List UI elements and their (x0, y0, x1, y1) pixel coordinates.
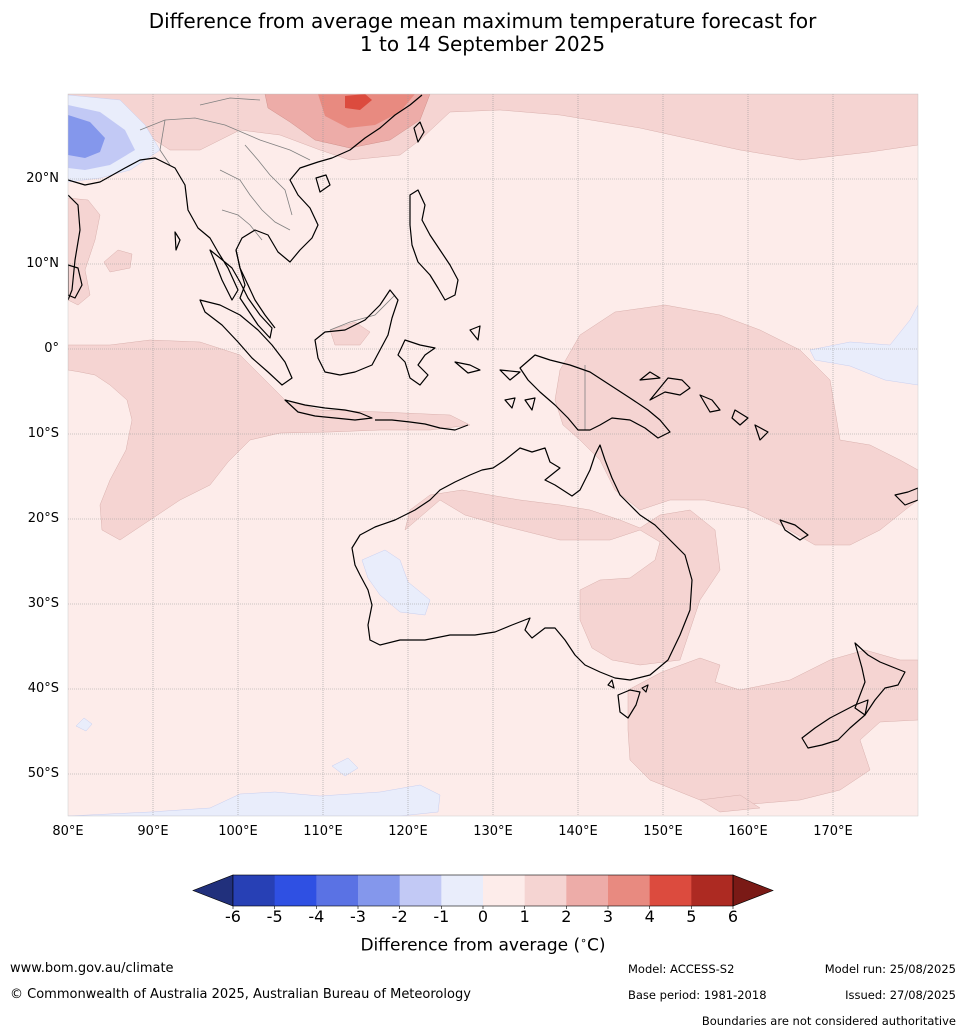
colorbar-label: Difference from average (∘C) (360, 934, 606, 956)
graticule (68, 94, 918, 816)
colorbar-tick-label: 5 (686, 907, 697, 926)
boundary-disclaimer: Boundaries are not considered authoritat… (701, 1014, 956, 1028)
country-boundaries (139, 97, 586, 430)
colorbar-tick-label: -6 (225, 907, 241, 926)
lat-label-0: 0° (44, 341, 59, 356)
colorbar-tick-label: 2 (561, 907, 572, 926)
colorbar-tick-label: 6 (727, 907, 739, 926)
lat-label-50s: 50°S (27, 766, 59, 781)
lat-label-10n: 10°N (26, 256, 59, 271)
lon-label-140e: 140°E (558, 824, 598, 839)
map-title: Difference from average mean maximum tem… (0, 10, 965, 56)
lat-label-20n: 20°N (26, 171, 59, 186)
colorbar-tick-label: -1 (433, 907, 450, 926)
lon-label-120e: 120°E (388, 824, 428, 839)
colorbar-tick-label: 1 (519, 907, 530, 926)
colorbar-tick-label: -3 (350, 907, 366, 926)
lon-label-160e: 160°E (728, 824, 768, 839)
copyright-text: © Commonwealth of Australia 2025, Austra… (10, 987, 471, 1002)
lon-label-100e: 100°E (218, 824, 258, 839)
anomaly-plus4-5-regions (345, 94, 372, 110)
lon-label-170e: 170°E (813, 824, 853, 839)
anomaly-minus2-3-regions (68, 115, 105, 158)
lon-label-150e: 150°E (643, 824, 683, 839)
colorbar-tick-label: 4 (644, 907, 655, 926)
issued-date: Issued: 27/08/2025 (845, 988, 956, 1002)
lat-label-40s: 40°S (27, 681, 59, 696)
base-period: Base period: 1981-2018 (628, 988, 767, 1002)
lat-label-20s: 20°S (27, 511, 59, 526)
lon-label-110e: 110°E (303, 824, 343, 839)
map-frame (67, 93, 919, 817)
title-line-1: Difference from average mean maximum tem… (148, 9, 817, 33)
model-run-date: Model run: 25/08/2025 (824, 962, 956, 976)
lon-label-90e: 90°E (137, 824, 169, 839)
lat-label-30s: 30°S (27, 596, 59, 611)
lon-label-80e: 80°E (52, 824, 84, 839)
anomaly-plus3-4-regions (318, 94, 415, 128)
colorbar-tick-label: -5 (266, 907, 283, 926)
coastlines (68, 94, 918, 749)
lon-label-130e: 130°E (473, 824, 513, 839)
colorbar-tick-label: 3 (602, 907, 614, 926)
website-link[interactable]: www.bom.gov.au/climate (10, 961, 174, 976)
model-name: Model: ACCESS-S2 (628, 962, 735, 976)
colorbar-tick-label: -2 (391, 907, 408, 926)
colorbar-tick-label: 0 (477, 907, 489, 926)
colorbar-tick-label: -4 (308, 907, 325, 926)
lat-label-10s: 10°S (27, 426, 59, 441)
title-line-2: 1 to 14 September 2025 (359, 32, 606, 56)
